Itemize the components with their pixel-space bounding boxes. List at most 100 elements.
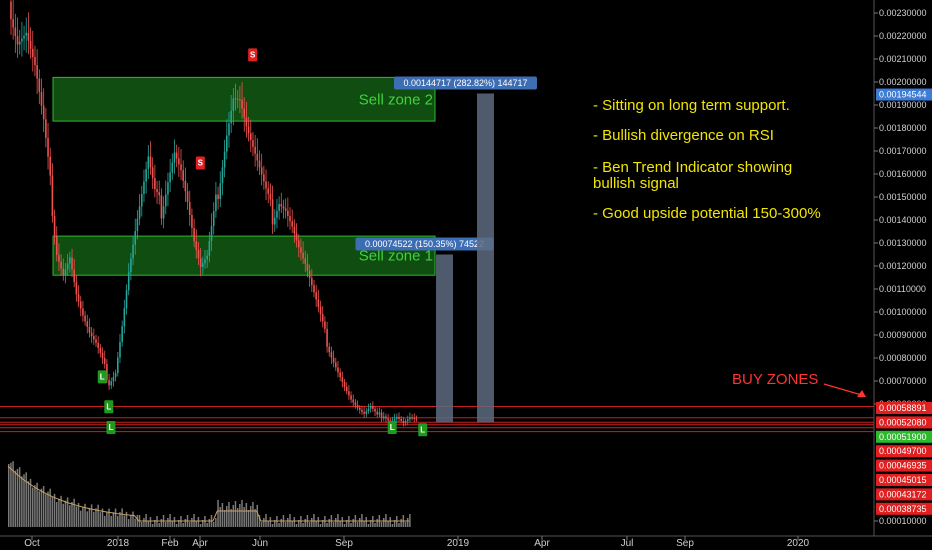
candle-body <box>103 358 106 364</box>
volume-bar <box>195 521 197 527</box>
candle-body <box>25 32 28 36</box>
candle-body <box>160 195 163 219</box>
target-label-box <box>355 237 494 251</box>
volume-bar <box>247 510 250 527</box>
volume-bar <box>258 515 261 527</box>
candle-body <box>252 140 254 147</box>
volume-average-line <box>7 465 410 522</box>
time-axis-background <box>0 536 932 550</box>
volume-bar <box>40 488 43 527</box>
volume-bar <box>308 522 311 527</box>
price-tick-label: 0.00190000 <box>879 100 927 110</box>
candle-body <box>193 228 195 242</box>
candle-body <box>51 175 54 217</box>
volume-bar <box>191 518 193 527</box>
volume-bar <box>358 518 361 527</box>
volume-bar <box>27 481 30 527</box>
volume-bar <box>75 506 78 527</box>
volume-bar <box>226 506 228 527</box>
long-signal-badge <box>106 421 116 434</box>
candle-body <box>182 170 184 181</box>
volume-bar <box>232 505 235 527</box>
volume-bar <box>263 518 265 527</box>
candle-body <box>93 336 95 340</box>
candle-body <box>195 241 198 250</box>
volume-bar <box>14 470 17 527</box>
volume-bar <box>343 524 346 527</box>
volume-bar <box>173 517 176 527</box>
candle-body <box>110 381 113 386</box>
volume-bar <box>86 511 88 527</box>
volume-bar <box>278 523 280 527</box>
candle-body <box>297 240 300 248</box>
candle-body <box>27 32 30 41</box>
candle-body <box>69 257 71 264</box>
price-tick-label: 0.00070000 <box>879 376 927 386</box>
candle-body <box>249 133 252 141</box>
price-tag-label: 0.00045015 <box>879 475 927 485</box>
candle-body <box>406 419 409 422</box>
target-bar <box>436 254 453 423</box>
candle-body <box>64 269 67 276</box>
price-tag-box <box>876 488 932 501</box>
candle-body <box>376 411 379 415</box>
volume-bar <box>134 518 136 527</box>
volume-bar <box>90 504 93 527</box>
price-tag-box <box>876 430 932 443</box>
candle-body <box>167 182 169 195</box>
candle-body <box>149 156 152 168</box>
candle-body <box>341 377 344 383</box>
candle-body <box>58 254 60 262</box>
candle-body <box>180 164 182 171</box>
candle-body <box>245 117 248 127</box>
volume-bar <box>326 523 328 527</box>
volume-bar <box>208 519 211 527</box>
note-line: - Bullish divergence on RSI <box>593 127 774 144</box>
volume-bar <box>321 520 324 527</box>
candle-body <box>23 35 25 39</box>
volume-bar <box>18 467 21 527</box>
candle-body <box>287 210 289 216</box>
candle-body <box>321 314 324 322</box>
candle-body <box>289 215 291 222</box>
candle-body <box>411 417 413 419</box>
candle-body <box>151 167 154 179</box>
price-tag-box <box>876 474 932 486</box>
candle-body <box>178 158 180 165</box>
volume-bar <box>217 500 219 527</box>
candle-body <box>354 402 357 406</box>
sell-signal-badge <box>195 156 205 170</box>
candle-body <box>206 255 208 260</box>
candle-body <box>106 363 108 380</box>
volume-bar <box>202 520 204 527</box>
volume-bar <box>243 507 245 527</box>
volume-bar <box>119 512 121 527</box>
target-label: 0.00144717 (282.82%) 144717 <box>403 78 527 88</box>
candle-body <box>223 151 226 168</box>
candle-body <box>184 180 187 192</box>
volume-bar <box>291 521 293 527</box>
candle-body <box>125 290 128 309</box>
candle-body <box>156 189 158 193</box>
candle-body <box>97 342 99 348</box>
candle-body <box>112 377 115 382</box>
price-tick-label: 0.00010000 <box>879 516 927 526</box>
volume-bar <box>230 509 232 527</box>
volume-bar <box>60 495 62 527</box>
candle-body <box>356 405 359 408</box>
candle-body <box>210 226 213 241</box>
candle-body <box>66 263 69 270</box>
volume-bar <box>151 524 154 527</box>
volume-bar <box>234 501 237 527</box>
candle-body <box>267 188 270 194</box>
volume-bar <box>297 520 300 527</box>
volume-bar <box>101 508 104 527</box>
candle-body <box>117 357 119 373</box>
candle-body <box>171 162 174 173</box>
volume-bar <box>409 514 411 527</box>
candle-body <box>365 411 368 414</box>
candle-body <box>173 152 176 163</box>
price-tick-label: 0.00180000 <box>879 123 927 133</box>
volume-bar <box>352 519 354 527</box>
